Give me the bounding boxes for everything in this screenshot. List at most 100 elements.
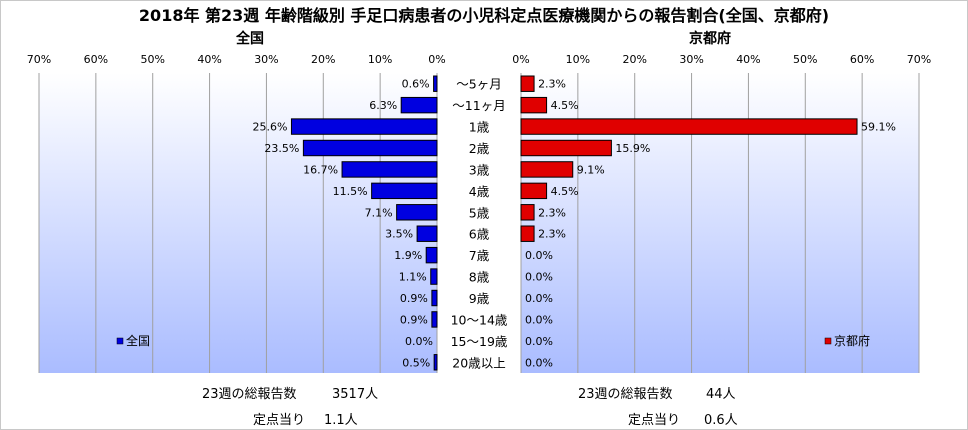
national-bar <box>433 354 438 371</box>
kyoto-bar <box>520 118 858 135</box>
kyoto-data-label: 4.5% <box>551 185 579 198</box>
national-data-label: 3.5% <box>385 228 413 241</box>
category-label: 2歳 <box>469 141 490 156</box>
national-data-label: 0.6% <box>402 78 430 91</box>
national-data-label: 0.9% <box>400 313 428 326</box>
kyoto-legend-label: 京都府 <box>834 333 870 348</box>
kyoto-tick-label: 60% <box>850 53 874 66</box>
category-label: 6歳 <box>469 227 490 242</box>
national-per-label: 定点当り <box>253 413 306 428</box>
category-label: 8歳 <box>469 270 490 285</box>
category-label: 9歳 <box>469 291 490 306</box>
kyoto-data-label: 4.5% <box>551 99 579 112</box>
category-label: 20歳以上 <box>452 355 505 370</box>
kyoto-bar <box>520 182 548 200</box>
national-data-label: 7.1% <box>365 206 393 219</box>
kyoto-tick-label: 50% <box>793 53 817 66</box>
kyoto-tick-label: 0% <box>512 53 529 66</box>
national-bar <box>341 161 438 178</box>
kyoto-data-label: 2.3% <box>538 228 566 241</box>
category-label: 4歳 <box>469 184 490 199</box>
kyoto-data-label: 0.0% <box>525 313 553 326</box>
kyoto-data-label: 0.0% <box>525 335 553 348</box>
category-label: ～11ヶ月 <box>452 98 505 113</box>
category-label: ～5ヶ月 <box>456 77 501 92</box>
kyoto-bar <box>520 139 612 157</box>
kyoto-data-label: 0.0% <box>525 271 553 284</box>
national-data-label: 1.1% <box>399 271 427 284</box>
national-tick-label: 20% <box>311 53 335 66</box>
kyoto-data-label: 0.0% <box>525 356 553 369</box>
national-tick-label: 30% <box>254 53 278 66</box>
kyoto-bar <box>520 161 574 178</box>
kyoto-bar <box>520 96 548 114</box>
kyoto-tick-label: 30% <box>679 53 703 66</box>
national-bar <box>371 182 438 200</box>
kyoto-total-value: 44人 <box>706 387 736 402</box>
national-legend-swatch <box>116 337 124 345</box>
national-bar <box>400 96 438 114</box>
chart-title: 2018年 第23週 年齢階級別 手足口病患者の小児科定点医療機関からの報告割合… <box>138 6 830 25</box>
national-data-label: 16.7% <box>303 163 338 176</box>
category-label: 15～19歳 <box>451 334 508 349</box>
kyoto-data-label: 2.3% <box>538 78 566 91</box>
national-bar <box>416 225 438 242</box>
national-bar <box>431 289 438 307</box>
national-plot-area <box>39 73 437 373</box>
kyoto-per-value: 0.6人 <box>704 413 738 428</box>
subtitle-kyoto: 京都府 <box>689 31 731 47</box>
kyoto-legend: 京都府 <box>824 333 870 348</box>
national-bar <box>425 246 438 264</box>
kyoto-plot-area <box>521 73 919 373</box>
national-bar <box>430 268 438 285</box>
national-data-label: 6.3% <box>369 99 397 112</box>
kyoto-bar <box>520 204 535 221</box>
national-data-label: 23.5% <box>264 142 299 155</box>
kyoto-tick-label: 40% <box>736 53 760 66</box>
kyoto-data-label: 59.1% <box>861 121 896 134</box>
national-total-value: 3517人 <box>332 387 379 402</box>
national-bar <box>396 204 438 221</box>
kyoto-bar <box>520 75 535 92</box>
national-tick-label: 50% <box>140 53 164 66</box>
kyoto-data-label: 2.3% <box>538 206 566 219</box>
national-bar <box>431 311 438 328</box>
kyoto-data-label: 0.0% <box>525 292 553 305</box>
national-legend: 全国 <box>116 333 150 348</box>
kyoto-total-label: 23週の総報告数 <box>578 387 673 402</box>
national-tick-label: 10% <box>368 53 392 66</box>
national-bar <box>302 139 438 157</box>
national-legend-label: 全国 <box>126 333 150 348</box>
national-data-label: 0.5% <box>402 356 430 369</box>
national-total-label: 23週の総報告数 <box>202 387 297 402</box>
category-label: 10～14歳 <box>451 312 508 327</box>
category-label: 5歳 <box>469 205 490 220</box>
category-label: 7歳 <box>469 248 490 263</box>
national-data-label: 11.5% <box>333 185 368 198</box>
national-tick-label: 0% <box>428 53 445 66</box>
national-per-value: 1.1人 <box>324 413 358 428</box>
kyoto-tick-label: 10% <box>566 53 590 66</box>
kyoto-bar <box>520 225 535 242</box>
national-tick-label: 40% <box>197 53 221 66</box>
kyoto-tick-label: 20% <box>622 53 646 66</box>
national-tick-label: 70% <box>27 53 51 66</box>
national-tick-label: 60% <box>84 53 108 66</box>
national-bar <box>290 118 438 135</box>
national-data-label: 0.0% <box>405 335 433 348</box>
subtitle-national: 全国 <box>236 31 264 47</box>
kyoto-data-label: 9.1% <box>577 163 605 176</box>
national-data-label: 1.9% <box>394 249 422 262</box>
kyoto-data-label: 15.9% <box>615 142 650 155</box>
national-data-label: 25.6% <box>252 121 287 134</box>
category-label: 1歳 <box>469 120 490 135</box>
kyoto-legend-swatch <box>824 337 832 345</box>
national-data-label: 0.9% <box>400 292 428 305</box>
national-bar <box>433 75 438 92</box>
kyoto-data-label: 0.0% <box>525 249 553 262</box>
kyoto-tick-label: 70% <box>907 53 931 66</box>
kyoto-per-label: 定点当り <box>628 413 681 428</box>
category-label: 3歳 <box>469 162 490 177</box>
